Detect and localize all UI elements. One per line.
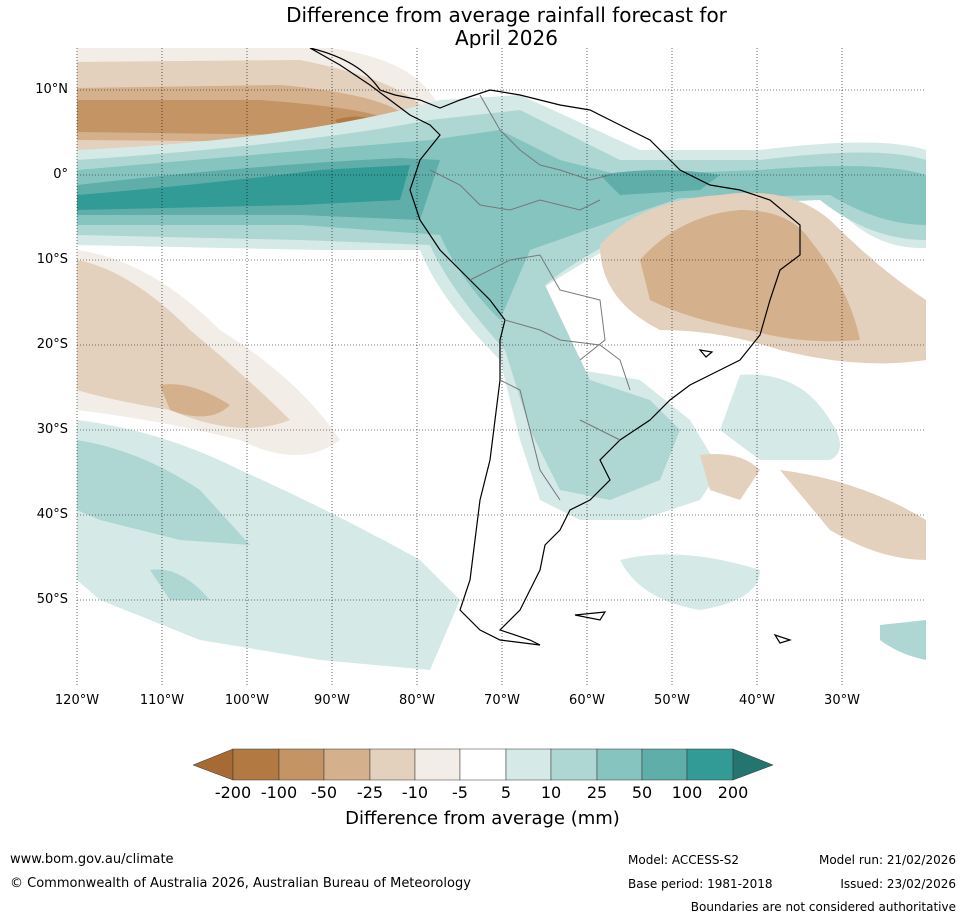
lon-label: 30°W bbox=[824, 693, 860, 708]
lat-label: 10°N bbox=[35, 82, 68, 97]
colorbar-extend-high bbox=[732, 748, 774, 781]
colorbar-swatch bbox=[232, 748, 280, 781]
lat-label: 20°S bbox=[36, 337, 68, 352]
lon-label: 80°W bbox=[399, 693, 435, 708]
coastline bbox=[309, 48, 801, 646]
colorbar-swatch bbox=[414, 748, 461, 781]
colorbar-tick: 50 bbox=[631, 783, 653, 802]
colorbar-tick: 25 bbox=[586, 783, 608, 802]
gridlines bbox=[76, 48, 926, 686]
colorbar-tick: -25 bbox=[356, 783, 384, 802]
website-link[interactable]: www.bom.gov.au/climate bbox=[10, 852, 174, 867]
anomaly-region bbox=[77, 260, 290, 428]
anomaly-region bbox=[600, 170, 720, 195]
country-borders bbox=[429, 94, 631, 501]
lon-label: 110°W bbox=[139, 693, 185, 708]
anomaly-region bbox=[880, 620, 926, 660]
copyright-text: © Commonwealth of Australia 2026, Austra… bbox=[10, 876, 471, 891]
colorbar-extend-low bbox=[192, 748, 234, 781]
anomaly-region bbox=[620, 554, 760, 610]
lon-label: 90°W bbox=[314, 693, 350, 708]
colorbar-swatch bbox=[369, 748, 416, 781]
colorbar-swatch bbox=[686, 748, 734, 781]
colorbar-label: Difference from average (mm) bbox=[345, 808, 620, 829]
colorbar-tick: 5 bbox=[500, 783, 512, 802]
lat-label: 0° bbox=[53, 167, 68, 182]
map-title-line1: Difference from average rainfall forecas… bbox=[286, 3, 727, 27]
anomaly-region bbox=[77, 165, 410, 210]
lat-label: 30°S bbox=[36, 422, 68, 437]
colorbar-tick: 10 bbox=[540, 783, 562, 802]
anomaly-region bbox=[77, 100, 395, 136]
anomaly-region bbox=[150, 569, 210, 600]
colorbar-swatch bbox=[596, 748, 643, 781]
colorbar-tick: 200 bbox=[717, 783, 749, 802]
lat-label: 10°S bbox=[36, 252, 68, 267]
map-title: Difference from average rainfall forecas… bbox=[0, 4, 965, 50]
lon-label: 60°W bbox=[569, 693, 605, 708]
base-period-text: Base period: 1981-2018 bbox=[628, 877, 773, 891]
colorbar-swatch bbox=[323, 748, 371, 781]
colorbar-tick: -100 bbox=[260, 783, 298, 802]
colorbar-tick: -200 bbox=[214, 783, 252, 802]
anomaly-region bbox=[77, 440, 250, 545]
lat-label: 40°S bbox=[36, 507, 68, 522]
lon-label: 50°W bbox=[654, 693, 690, 708]
model-text: Model: ACCESS-S2 bbox=[628, 853, 740, 867]
colorbar-swatch bbox=[641, 748, 688, 781]
anomaly-region bbox=[720, 374, 840, 460]
lon-label: 100°W bbox=[224, 693, 270, 708]
colorbar-swatch bbox=[550, 748, 598, 781]
anomaly-region bbox=[780, 470, 926, 560]
colorbar-tick: -50 bbox=[310, 783, 338, 802]
lon-label: 40°W bbox=[739, 693, 775, 708]
colorbar-tick: -5 bbox=[452, 783, 468, 802]
disclaimer-text: Boundaries are not considered authoritat… bbox=[690, 900, 956, 914]
model-run-text: Model run: 21/02/2026 bbox=[818, 853, 956, 867]
issued-text: Issued: 23/02/2026 bbox=[840, 877, 956, 891]
lon-label: 70°W bbox=[484, 693, 520, 708]
anomaly-region bbox=[640, 210, 860, 342]
colorbar-swatch bbox=[278, 748, 325, 781]
lon-label: 120°W bbox=[54, 693, 100, 708]
colorbar-swatch bbox=[459, 748, 507, 781]
map-title-line2: April 2026 bbox=[455, 26, 558, 50]
lat-label: 50°S bbox=[36, 592, 68, 607]
colorbar-swatch bbox=[505, 748, 552, 781]
colorbar-tick: 100 bbox=[671, 783, 703, 802]
anomaly-region bbox=[160, 384, 230, 417]
colorbar bbox=[192, 748, 774, 781]
anomaly-fields bbox=[77, 48, 926, 670]
anomaly-region bbox=[700, 454, 760, 500]
colorbar-tick: -10 bbox=[401, 783, 429, 802]
